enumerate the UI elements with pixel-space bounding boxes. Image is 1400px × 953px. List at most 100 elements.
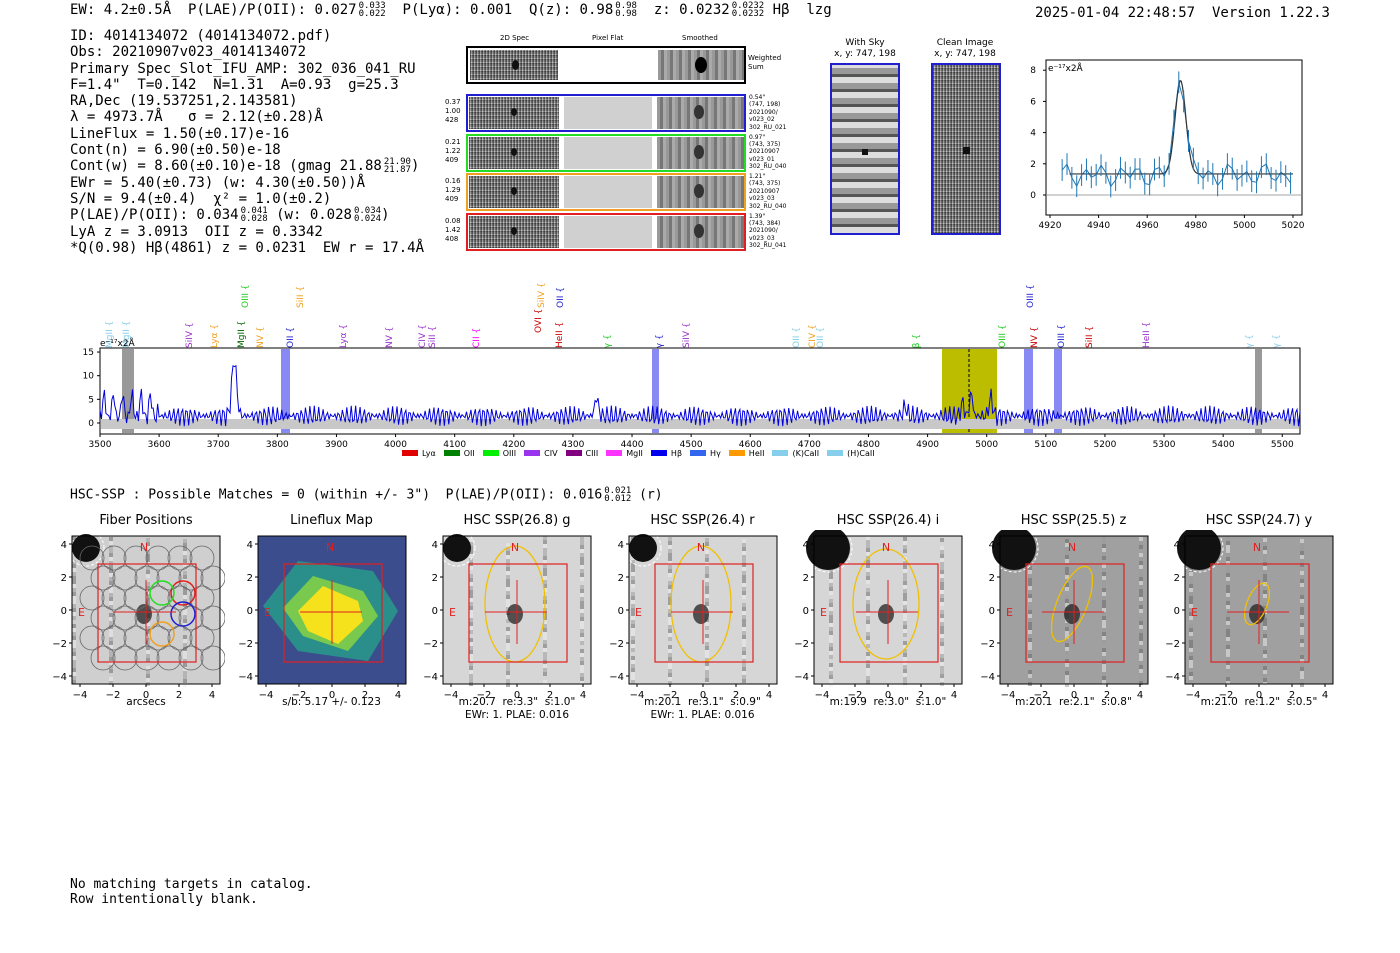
hsc-noise-pixel xyxy=(580,657,584,661)
hsc-noise-pixel xyxy=(667,545,672,549)
hsc-noise-pixel xyxy=(469,658,473,662)
hsc-ytick-label: 4 xyxy=(246,540,252,551)
spectrum-data-line xyxy=(99,364,1301,427)
hsc-ytick-label: 2 xyxy=(988,573,994,584)
spectral-line-label: SiIV { xyxy=(537,282,547,308)
hsc-noise-pixel xyxy=(1263,538,1267,542)
hsc-noise-pixel xyxy=(1189,656,1193,660)
hsc-noise-pixel xyxy=(1300,635,1304,639)
hsc-noise-pixel xyxy=(1263,642,1267,646)
plae-value: P(LAE)/P(OII): 0.027 xyxy=(188,2,357,18)
fiber-red xyxy=(170,580,196,606)
hsc-noise-pixel xyxy=(1027,618,1032,622)
hsc-noise-pixel xyxy=(1138,645,1143,649)
hsc-noise-pixel xyxy=(580,625,584,629)
fiber-circle xyxy=(79,545,105,571)
hsc-noise-pixel xyxy=(1263,546,1267,550)
legend-item: OII xyxy=(443,449,475,458)
hsc-noise-pixel xyxy=(630,536,635,540)
hsc-noise-pixel xyxy=(109,677,113,681)
hsc-noise-pixel xyxy=(543,580,547,584)
hsc-xtick-label: 2 xyxy=(361,690,367,701)
fiber-circle xyxy=(178,565,204,591)
fiber-circle xyxy=(112,645,138,671)
weighted-sum-row xyxy=(466,46,746,84)
fiber-2d-source xyxy=(511,187,517,195)
hsc-ytick-label: 0 xyxy=(988,606,994,617)
fiber-circle xyxy=(178,645,204,671)
info-obs: Obs: 20210907v023_4014134072 xyxy=(70,44,307,61)
hsc-noise-pixel xyxy=(704,674,709,678)
hsc-caption: m:20.1 re:2.1" s:0.8" xyxy=(1015,696,1132,708)
hsc-noise-pixel xyxy=(903,565,907,569)
zoom-xtick-label: 4960 xyxy=(1136,221,1159,231)
hsc-noise-pixel xyxy=(866,600,870,604)
hsc-noise-pixel xyxy=(903,677,907,681)
hsc-noise-pixel xyxy=(469,542,473,546)
hsc-noise-pixel xyxy=(1138,585,1143,589)
hsc-noise-pixel xyxy=(1263,566,1267,570)
hsc-noise-pixel xyxy=(1138,665,1143,669)
hsc-noise-pixel xyxy=(866,604,870,608)
hsc-noise-pixel xyxy=(704,574,709,578)
hsc-noise-pixel xyxy=(183,635,187,639)
hsc-noise-pixel xyxy=(1226,573,1230,577)
hsc-noise-pixel xyxy=(543,620,547,624)
fiber-info-line: 20210907 xyxy=(749,187,780,195)
hsc-noise-pixel xyxy=(1101,588,1106,592)
hsc-noise-pixel xyxy=(903,669,907,673)
hsc-noise-pixel xyxy=(1300,575,1304,579)
hsc-noise-pixel xyxy=(741,587,746,591)
spectrum-xtick-label: 5000 xyxy=(975,440,998,450)
hsc-noise-pixel xyxy=(667,541,672,545)
hsc-noise-pixel xyxy=(940,618,944,622)
hsc-noise-pixel xyxy=(866,608,870,612)
fiber-circle xyxy=(200,605,225,631)
hsc-noise-pixel xyxy=(183,583,187,587)
hsc-noise-pixel xyxy=(866,592,870,596)
fiber-info-line: 302_RU_021 xyxy=(749,123,787,131)
hsc-noise-pixel xyxy=(506,643,510,647)
legend-label: (K)CaII xyxy=(792,448,820,458)
fiber-weight-value: 0.08 xyxy=(445,216,461,225)
spectrum-xtick-label: 4600 xyxy=(739,440,762,450)
hsc-xtick-label: −2 xyxy=(662,690,677,701)
hsc-noise-pixel xyxy=(1300,655,1304,659)
hsc-noise-pixel xyxy=(72,580,76,584)
hsc-noise-pixel xyxy=(1263,618,1267,622)
hsc-noise-pixel xyxy=(704,638,709,642)
hsc-noise-pixel xyxy=(146,574,150,578)
hsc-ytick-label: 0 xyxy=(617,606,623,617)
hsc-noise-pixel xyxy=(469,654,473,658)
hsc-noise-pixel xyxy=(866,552,870,556)
fiber-smooth-source xyxy=(694,105,704,119)
hsc-noise-pixel xyxy=(667,581,672,585)
hsc-noise-pixel xyxy=(183,555,187,559)
hsc-noise-pixel xyxy=(866,656,870,660)
hsc-noise-pixel xyxy=(580,661,584,665)
hsc-noise-pixel xyxy=(630,632,635,636)
hsc-noise-pixel xyxy=(1064,571,1069,575)
hsc-noise-pixel xyxy=(903,673,907,677)
hsc-noise-pixel xyxy=(1300,579,1304,583)
aperture-ellipse xyxy=(852,548,920,660)
hsc-noise-pixel xyxy=(1226,641,1230,645)
hsc-noise-pixel xyxy=(630,672,635,676)
hsc-noise-pixel xyxy=(580,537,584,541)
hsc-noise-pixel xyxy=(866,536,870,540)
hsc-noise-pixel xyxy=(1101,572,1106,576)
hsc-ytick-label: −2 xyxy=(238,639,253,650)
hsc-noise-pixel xyxy=(903,681,907,685)
hsc-noise-pixel xyxy=(1027,610,1032,614)
spectral-line-label: OIII { xyxy=(241,284,251,308)
hsc-noise-pixel xyxy=(741,603,746,607)
hsc-noise-pixel xyxy=(1226,541,1230,545)
hsc-noise-pixel xyxy=(506,595,510,599)
hsc-noise-pixel xyxy=(866,540,870,544)
hsc-noise-pixel xyxy=(469,590,473,594)
hsc-noise-pixel xyxy=(506,559,510,563)
fiber-circle xyxy=(79,585,105,611)
hsc-noise-pixel xyxy=(866,568,870,572)
spectrum-xtick-label: 3900 xyxy=(325,440,348,450)
spectrum-xtick-label: 4700 xyxy=(798,440,821,450)
